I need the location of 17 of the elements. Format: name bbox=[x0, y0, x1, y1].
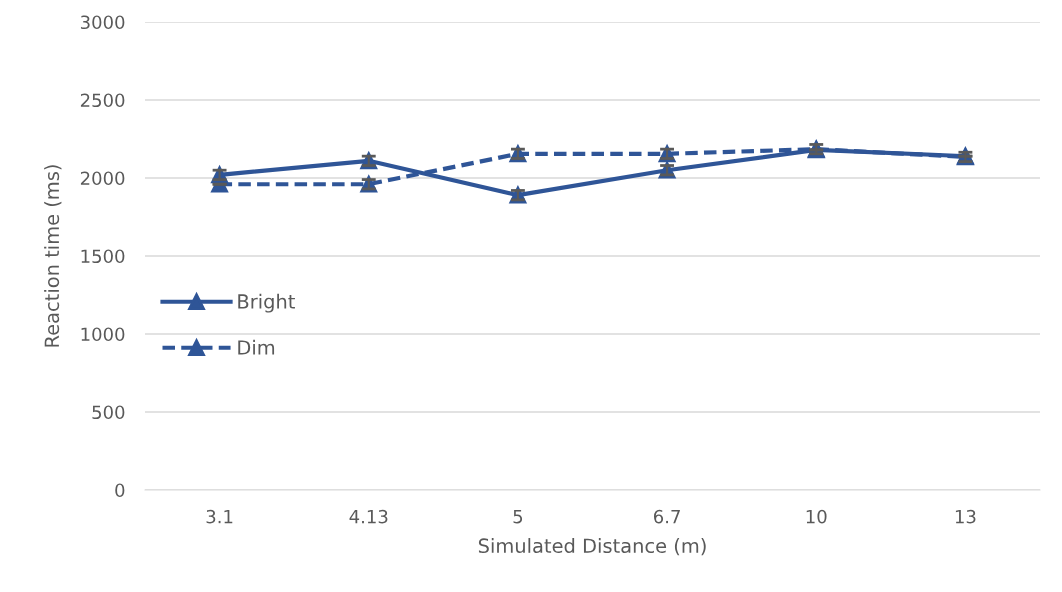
x-tick-label: 13 bbox=[955, 509, 976, 524]
x-tick-label: 3.1 bbox=[206, 509, 233, 524]
x-axis-title: Simulated Distance (m) bbox=[478, 538, 706, 556]
y-tick-label: 1000 bbox=[81, 327, 125, 342]
x-tick-label: 10 bbox=[806, 509, 827, 524]
x-tick-label: 4.13 bbox=[349, 509, 388, 524]
y-tick-label: 1500 bbox=[81, 249, 125, 264]
y-tick-label: 2000 bbox=[80, 171, 125, 186]
y-axis-title: Reaction time (ms) bbox=[44, 165, 62, 347]
legend-label: Bright bbox=[238, 293, 295, 313]
y-tick-label: 3000 bbox=[80, 15, 125, 30]
x-tick-label: 5 bbox=[513, 510, 523, 524]
y-tick-label: 0 bbox=[115, 483, 125, 498]
y-tick-label: 500 bbox=[92, 405, 125, 420]
y-tick-label: 2500 bbox=[80, 93, 125, 108]
x-tick-label: 6.7 bbox=[653, 509, 680, 524]
legend-label: Dim bbox=[238, 339, 275, 355]
